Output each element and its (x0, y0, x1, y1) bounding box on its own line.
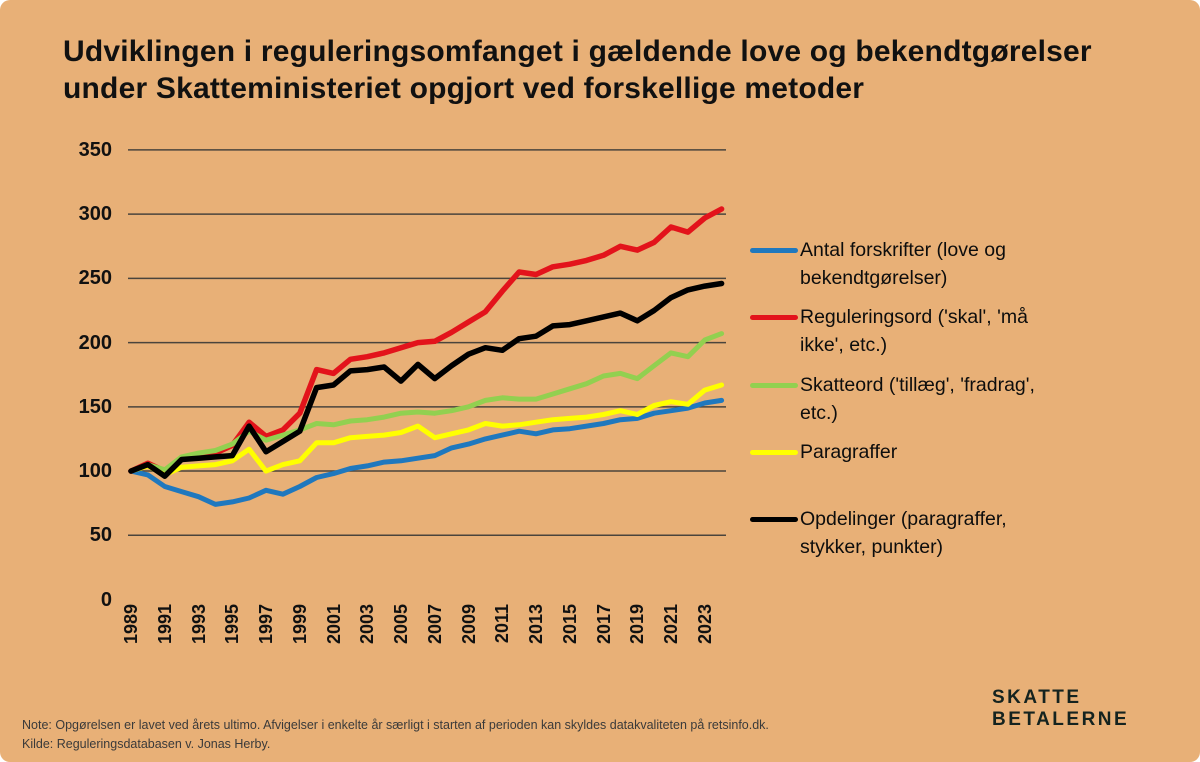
legend-item-paragraffer: Paragraffer (750, 438, 1180, 466)
legend-label-paragraffer: Paragraffer (800, 441, 898, 463)
y-tick-0: 0 (100, 588, 112, 611)
legend-item-antal-forskrifter: Antal forskrifter (love og bekendtgørelse… (750, 236, 1180, 292)
x-tick-2015: 2015 (559, 604, 580, 645)
legend-swatch-skatteord (750, 382, 798, 388)
line-series-opdelinger (128, 280, 725, 479)
title-line-2: under Skatteministeriet opgjort ved fors… (63, 72, 865, 105)
x-tick-2019: 2019 (627, 604, 648, 645)
title-line-1: Udviklingen i reguleringsomfanget i gæld… (63, 35, 1092, 68)
legend-swatch-antal-forskrifter (750, 247, 798, 253)
x-tick-2007: 2007 (424, 604, 445, 645)
line-series-antal-forskrifter (128, 397, 725, 507)
legend-label-antal-forskrifter: Antal forskrifter (love og bekendtgørelse… (800, 239, 1006, 289)
logo-line-1: SKATTE (992, 687, 1082, 708)
y-tick-100: 100 (78, 460, 112, 483)
x-tick-2011: 2011 (492, 604, 513, 644)
x-tick-2023: 2023 (694, 604, 715, 645)
line-series-skatteord (128, 331, 725, 474)
legend-swatch-opdelinger (750, 516, 798, 522)
y-tick-50: 50 (89, 524, 112, 547)
x-tick-1993: 1993 (188, 604, 209, 645)
page-title: Udviklingen i reguleringsomfanget i gæld… (63, 33, 1173, 107)
x-tick-2013: 2013 (526, 604, 546, 645)
logo-line-2: BETALERNE (992, 708, 1130, 730)
x-tick-2021: 2021 (661, 604, 681, 645)
legend-item-opdelinger: Opdelinger (paragraffer, stykker, punkter… (750, 505, 1180, 561)
note-line: Note: Opgørelsen er lavet ved årets ulti… (22, 718, 769, 732)
footnotes: Note: Opgørelsen er lavet ved årets ulti… (22, 716, 769, 754)
x-tick-2005: 2005 (391, 604, 411, 645)
x-tick-2001: 2001 (323, 604, 344, 645)
legend-label-opdelinger: Opdelinger (paragraffer, stykker, punkter… (800, 508, 1007, 558)
y-tick-350: 350 (78, 138, 112, 161)
x-tick-1989: 1989 (121, 604, 141, 645)
y-tick-300: 300 (78, 203, 112, 226)
x-tick-1997: 1997 (256, 604, 276, 645)
x-tick-1999: 1999 (289, 604, 310, 645)
x-tick-1991: 1991 (154, 604, 175, 645)
y-tick-150: 150 (78, 395, 112, 418)
legend-swatch-paragraffer (750, 449, 798, 455)
y-tick-200: 200 (78, 331, 112, 354)
legend-label-skatteord: Skatteord ('tillæg', 'fradrag', etc.) (800, 374, 1035, 424)
y-tick-250: 250 (78, 267, 112, 290)
skattebetalerne-logo: SKATTE BETALERNE (992, 687, 1129, 730)
legend-item-skatteord: Skatteord ('tillæg', 'fradrag', etc.) (750, 371, 1180, 427)
legend-item-reguleringsord: Reguleringsord ('skal', 'må ikke', etc.) (750, 303, 1180, 359)
x-tick-1995: 1995 (222, 604, 243, 645)
line-series-paragraffer (128, 382, 725, 478)
x-tick-2003: 2003 (357, 604, 378, 645)
x-tick-2009: 2009 (458, 604, 479, 645)
source-line: Kilde: Reguleringsdatabasen v. Jonas Her… (22, 737, 271, 751)
legend-swatch-reguleringsord (750, 314, 798, 320)
legend-label-reguleringsord: Reguleringsord ('skal', 'må ikke', etc.) (800, 306, 1028, 356)
x-tick-2017: 2017 (593, 604, 614, 645)
